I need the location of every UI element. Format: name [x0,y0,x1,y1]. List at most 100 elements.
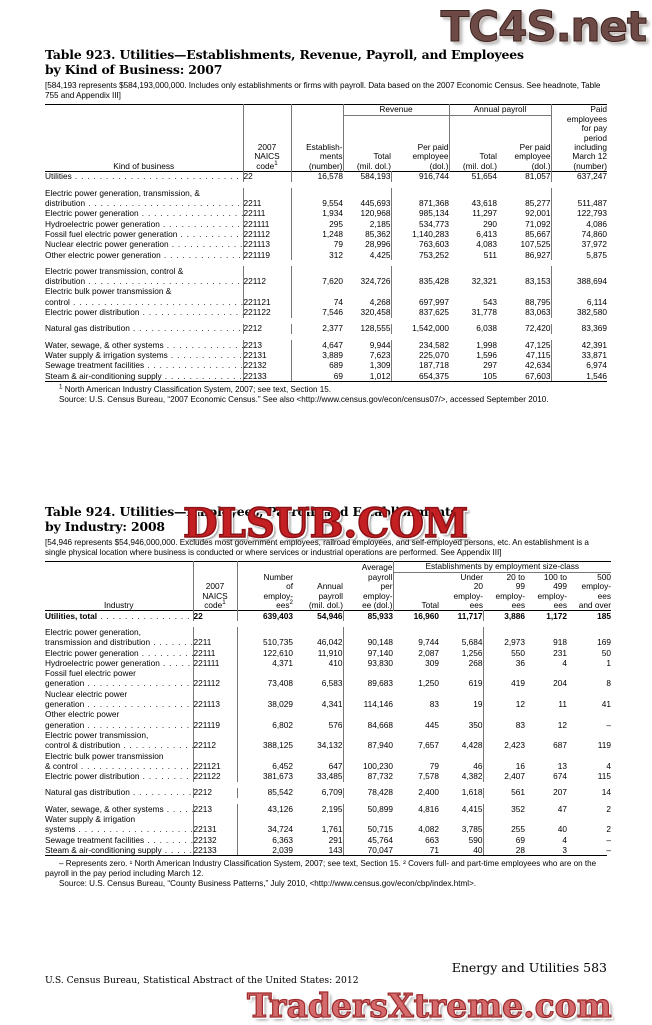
paid-line5: including [574,142,607,153]
row-naics-code: 2211 [192,637,237,648]
row-value: 2,973 [482,637,525,648]
row-value: 225,070 [390,350,449,361]
row-value: 7,620 [290,276,343,287]
row-value [293,627,343,637]
table-924-title-line1: Table 924. Utilities—Employees, Payroll,… [45,504,458,519]
row-value: 687 [553,740,567,751]
footer-census-credit: U.S. Census Bureau, Statistical Abstract… [45,975,359,986]
row-value: 511,487 [550,198,607,209]
emp-line4: ees [276,600,290,611]
row-value: 41 [601,699,611,710]
row-value: 1,250 [418,678,439,689]
row-value: 92,001 [525,208,551,219]
row-value: 2,400 [418,787,439,798]
header-revenue-total: Total (mil. dol.) [342,115,391,172]
row-value: 4,415 [461,803,483,814]
row-value: 4,268 [369,296,391,307]
row-value [567,710,611,720]
row-value: 6,583 [321,678,343,689]
row-label: Electric power generation . . . . . . . … [45,208,243,219]
row-naics-code: 22112 [242,276,291,287]
header-size-20-to-99: 20 to 99 employ- ees [483,572,525,611]
row-value: 43,618 [471,198,497,209]
row-value: 1 [606,657,611,668]
table-row: Electric power transmission, [45,730,611,741]
u20-line3: employ- [453,590,483,601]
row-value: 835,428 [390,276,449,287]
row-value: 1,172 [546,610,567,621]
row-naics-code: 221119 [242,250,291,261]
row-value [390,286,449,298]
row-value: 50,899 [342,804,393,815]
avg-line3: per [380,581,393,592]
row-naics-code: 22111 [192,648,237,659]
row-value: 13 [557,760,567,771]
table-row: Nuclear electric power [45,689,611,700]
table-924-header-row-1: Industry 2007 NAICS code1 Number of empl… [45,562,611,611]
row-value: 47,125 [525,339,551,350]
table-row: distribution . . . . . . . . . . . . . .… [45,198,607,209]
row-value: 4 [562,657,567,668]
row-value: 1,140,283 [390,229,449,240]
table-924: Industry 2007 NAICS code1 Number of empl… [45,561,611,856]
naics924-line3: code [204,600,223,611]
rev-total-line2: (mil. dol.) [356,160,391,171]
row-value: 46,042 [317,637,343,648]
row-value: 290 [483,218,497,229]
row-value: 83 [429,699,439,710]
row-value: 510,735 [236,637,293,648]
row-value: 9,944 [369,339,391,350]
row-value [550,266,607,277]
row-value [293,710,343,720]
row-value [342,750,393,762]
row-value: 234,582 [390,340,449,351]
row-value: 169 [597,637,611,648]
row-label-cont: systems . . . . . . . . . . . . . . . . … [45,824,193,835]
row-value [567,668,611,678]
emp-footnote-marker: 2 [289,599,293,607]
row-value [449,287,497,297]
header-payroll-total: Total (mil. dol.) [448,115,497,172]
watermark-tc4s: TC4S.net [440,2,647,52]
table-923-header-row-1: Kind of business 2007 NAICS code1 Establ… [45,105,607,172]
row-label: Fossil fuel electric power generation . … [45,229,243,239]
row-value: 4,341 [321,699,343,710]
row-naics-code: 221113 [192,699,237,710]
row-value: 6,802 [236,720,293,731]
row-value: 119 [597,740,611,751]
c100-line4: ees [553,600,567,611]
row-label-cont: generation . . . . . . . . . . . . . . .… [45,699,193,710]
row-value: 79 [290,239,343,250]
row-value: 419 [482,678,525,690]
table-row: systems . . . . . . . . . . . . . . . . … [45,824,611,835]
row-value: 31,778 [471,307,497,318]
header-size-500-and-over: 500 employ- ees and over [567,572,611,611]
row-value: 85,362 [365,228,391,239]
row-label: Electric power generation, [45,627,141,637]
row-value [567,814,611,824]
row-label-cont: & control . . . . . . . . . . . . . . . … [45,761,193,771]
c20-line3: employ- [495,590,525,601]
row-value: 1,761 [321,824,343,835]
row-value: 50,715 [342,824,393,835]
row-value: 763,603 [390,239,449,250]
row-value: 590 [468,834,483,845]
row-naics-code: 2211 [242,198,291,209]
row-value: 36 [482,658,525,669]
row-value: 4,382 [461,771,483,782]
row-value: 69 [290,371,343,382]
table-row: Electric power distribution . . . . . . … [45,307,607,318]
row-value: 4,083 [476,239,497,250]
row-value [482,689,525,700]
row-value: 352 [482,804,525,815]
row-value: 297 [483,360,497,371]
row-value: 87,940 [342,740,393,751]
row-label: Natural gas distribution . . . . . . . .… [45,787,193,798]
c500-line2: employ- [581,581,611,592]
row-value: 2 [606,803,611,814]
header-revenue-per-employee: Per paid employee (dol.) [391,115,449,171]
table-923-title: Table 923. Utilities—Establishments, Rev… [45,47,607,77]
estab-line2: ments [319,151,343,162]
c500-line3: ees [597,590,611,601]
row-value [236,627,293,638]
